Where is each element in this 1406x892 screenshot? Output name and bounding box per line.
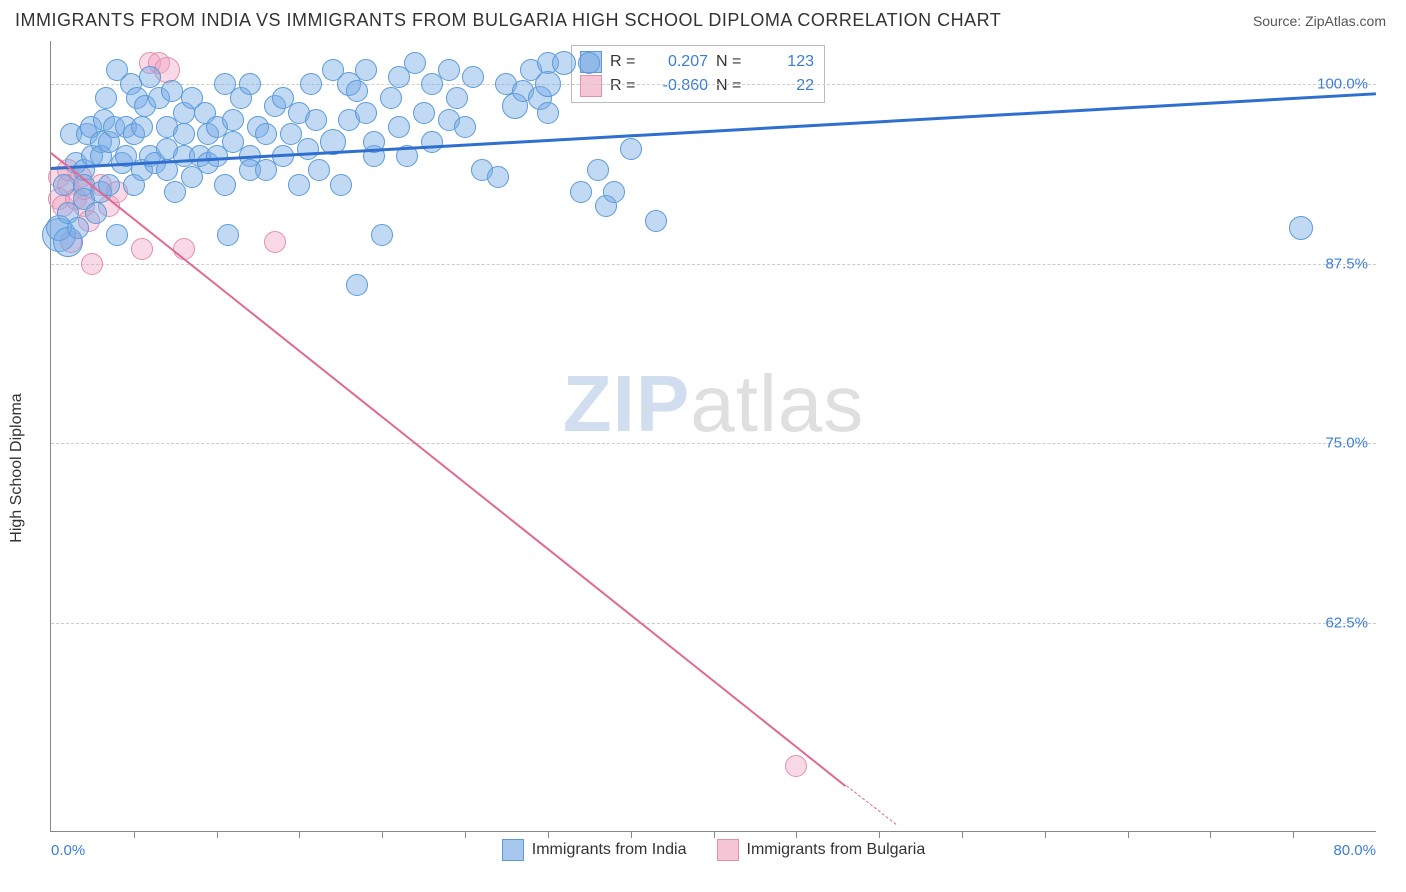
data-point-india bbox=[173, 123, 195, 145]
data-point-india bbox=[380, 87, 402, 109]
x-tick bbox=[714, 831, 715, 838]
y-tick-label: 87.5% bbox=[1325, 255, 1368, 272]
x-tick bbox=[1210, 831, 1211, 838]
x-tick bbox=[1128, 831, 1129, 838]
data-point-india bbox=[330, 174, 352, 196]
data-point-india bbox=[161, 80, 183, 102]
data-point-india bbox=[421, 131, 443, 153]
data-point-bulgaria bbox=[785, 755, 807, 777]
gridline bbox=[51, 623, 1376, 624]
x-tick bbox=[299, 831, 300, 838]
data-point-india bbox=[346, 274, 368, 296]
watermark: ZIPatlas bbox=[563, 358, 864, 450]
data-point-india bbox=[139, 66, 161, 88]
x-tick bbox=[382, 831, 383, 838]
series-legend: Immigrants from India Immigrants from Bu… bbox=[51, 839, 1376, 861]
data-point-india bbox=[371, 224, 393, 246]
legend-item-bulgaria: Immigrants from Bulgaria bbox=[717, 839, 926, 861]
data-point-india bbox=[620, 138, 642, 160]
x-tick bbox=[465, 831, 466, 838]
data-point-india bbox=[288, 174, 310, 196]
data-point-india bbox=[446, 87, 468, 109]
data-point-india bbox=[308, 159, 330, 181]
data-point-india bbox=[587, 159, 609, 181]
data-point-india bbox=[487, 166, 509, 188]
data-point-india bbox=[355, 102, 377, 124]
data-point-india bbox=[355, 59, 377, 81]
x-tick bbox=[134, 831, 135, 838]
x-tick bbox=[1293, 831, 1294, 838]
legend-swatch-icon bbox=[717, 839, 739, 861]
y-tick-label: 100.0% bbox=[1317, 76, 1368, 93]
chart-source: Source: ZipAtlas.com bbox=[1253, 13, 1386, 29]
x-tick bbox=[1045, 831, 1046, 838]
data-point-india bbox=[537, 102, 559, 124]
chart-title: IMMIGRANTS FROM INDIA VS IMMIGRANTS FROM… bbox=[15, 10, 1001, 31]
legend-swatch-icon bbox=[502, 839, 524, 861]
data-point-bulgaria bbox=[264, 231, 286, 253]
trend-line-bulgaria bbox=[51, 152, 847, 787]
data-point-india bbox=[297, 138, 319, 160]
data-point-india bbox=[67, 217, 89, 239]
data-point-india bbox=[85, 202, 107, 224]
data-point-india bbox=[535, 71, 561, 97]
legend-item-india: Immigrants from India bbox=[502, 839, 687, 861]
legend-swatch-bulgaria bbox=[580, 75, 602, 97]
data-point-bulgaria bbox=[131, 238, 153, 260]
gridline bbox=[51, 264, 1376, 265]
data-point-india bbox=[388, 116, 410, 138]
data-point-india bbox=[346, 80, 368, 102]
data-point-india bbox=[603, 181, 625, 203]
data-point-india bbox=[552, 51, 576, 75]
legend-row-india: R = 0.207 N = 123 bbox=[580, 50, 814, 74]
chart-container: High School Diploma ZIPatlas R = 0.207 N… bbox=[15, 36, 1390, 881]
data-point-india bbox=[570, 181, 592, 203]
data-point-india bbox=[106, 224, 128, 246]
data-point-india bbox=[131, 116, 153, 138]
x-tick-label: 0.0% bbox=[51, 842, 85, 859]
correlation-legend: R = 0.207 N = 123 R = -0.860 N = 22 bbox=[571, 45, 825, 103]
data-point-india bbox=[413, 102, 435, 124]
data-point-india bbox=[95, 87, 117, 109]
data-point-india bbox=[462, 66, 484, 88]
x-tick bbox=[796, 831, 797, 838]
data-point-india bbox=[305, 109, 327, 131]
data-point-india bbox=[438, 59, 460, 81]
data-point-india bbox=[214, 174, 236, 196]
x-tick-label: 80.0% bbox=[1333, 842, 1376, 859]
data-point-india bbox=[300, 73, 322, 95]
x-tick bbox=[631, 831, 632, 838]
data-point-india bbox=[53, 174, 75, 196]
data-point-india bbox=[222, 109, 244, 131]
x-tick bbox=[962, 831, 963, 838]
legend-row-bulgaria: R = -0.860 N = 22 bbox=[580, 74, 814, 98]
y-axis-label: High School Diploma bbox=[8, 393, 26, 542]
plot-area: ZIPatlas R = 0.207 N = 123 R = -0.860 N … bbox=[50, 41, 1376, 832]
data-point-bulgaria bbox=[81, 253, 103, 275]
data-point-india bbox=[578, 52, 600, 74]
gridline bbox=[51, 443, 1376, 444]
y-tick-label: 62.5% bbox=[1325, 614, 1368, 631]
data-point-india bbox=[239, 73, 261, 95]
x-tick bbox=[217, 831, 218, 838]
data-point-india bbox=[255, 123, 277, 145]
data-point-india bbox=[454, 116, 476, 138]
data-point-india bbox=[1289, 216, 1313, 240]
chart-header: IMMIGRANTS FROM INDIA VS IMMIGRANTS FROM… bbox=[0, 0, 1406, 36]
data-point-india bbox=[645, 210, 667, 232]
y-tick-label: 75.0% bbox=[1325, 435, 1368, 452]
data-point-india bbox=[217, 224, 239, 246]
data-point-india bbox=[404, 52, 426, 74]
trend-line-dashed-bulgaria bbox=[845, 785, 896, 826]
x-tick bbox=[879, 831, 880, 838]
x-tick bbox=[548, 831, 549, 838]
